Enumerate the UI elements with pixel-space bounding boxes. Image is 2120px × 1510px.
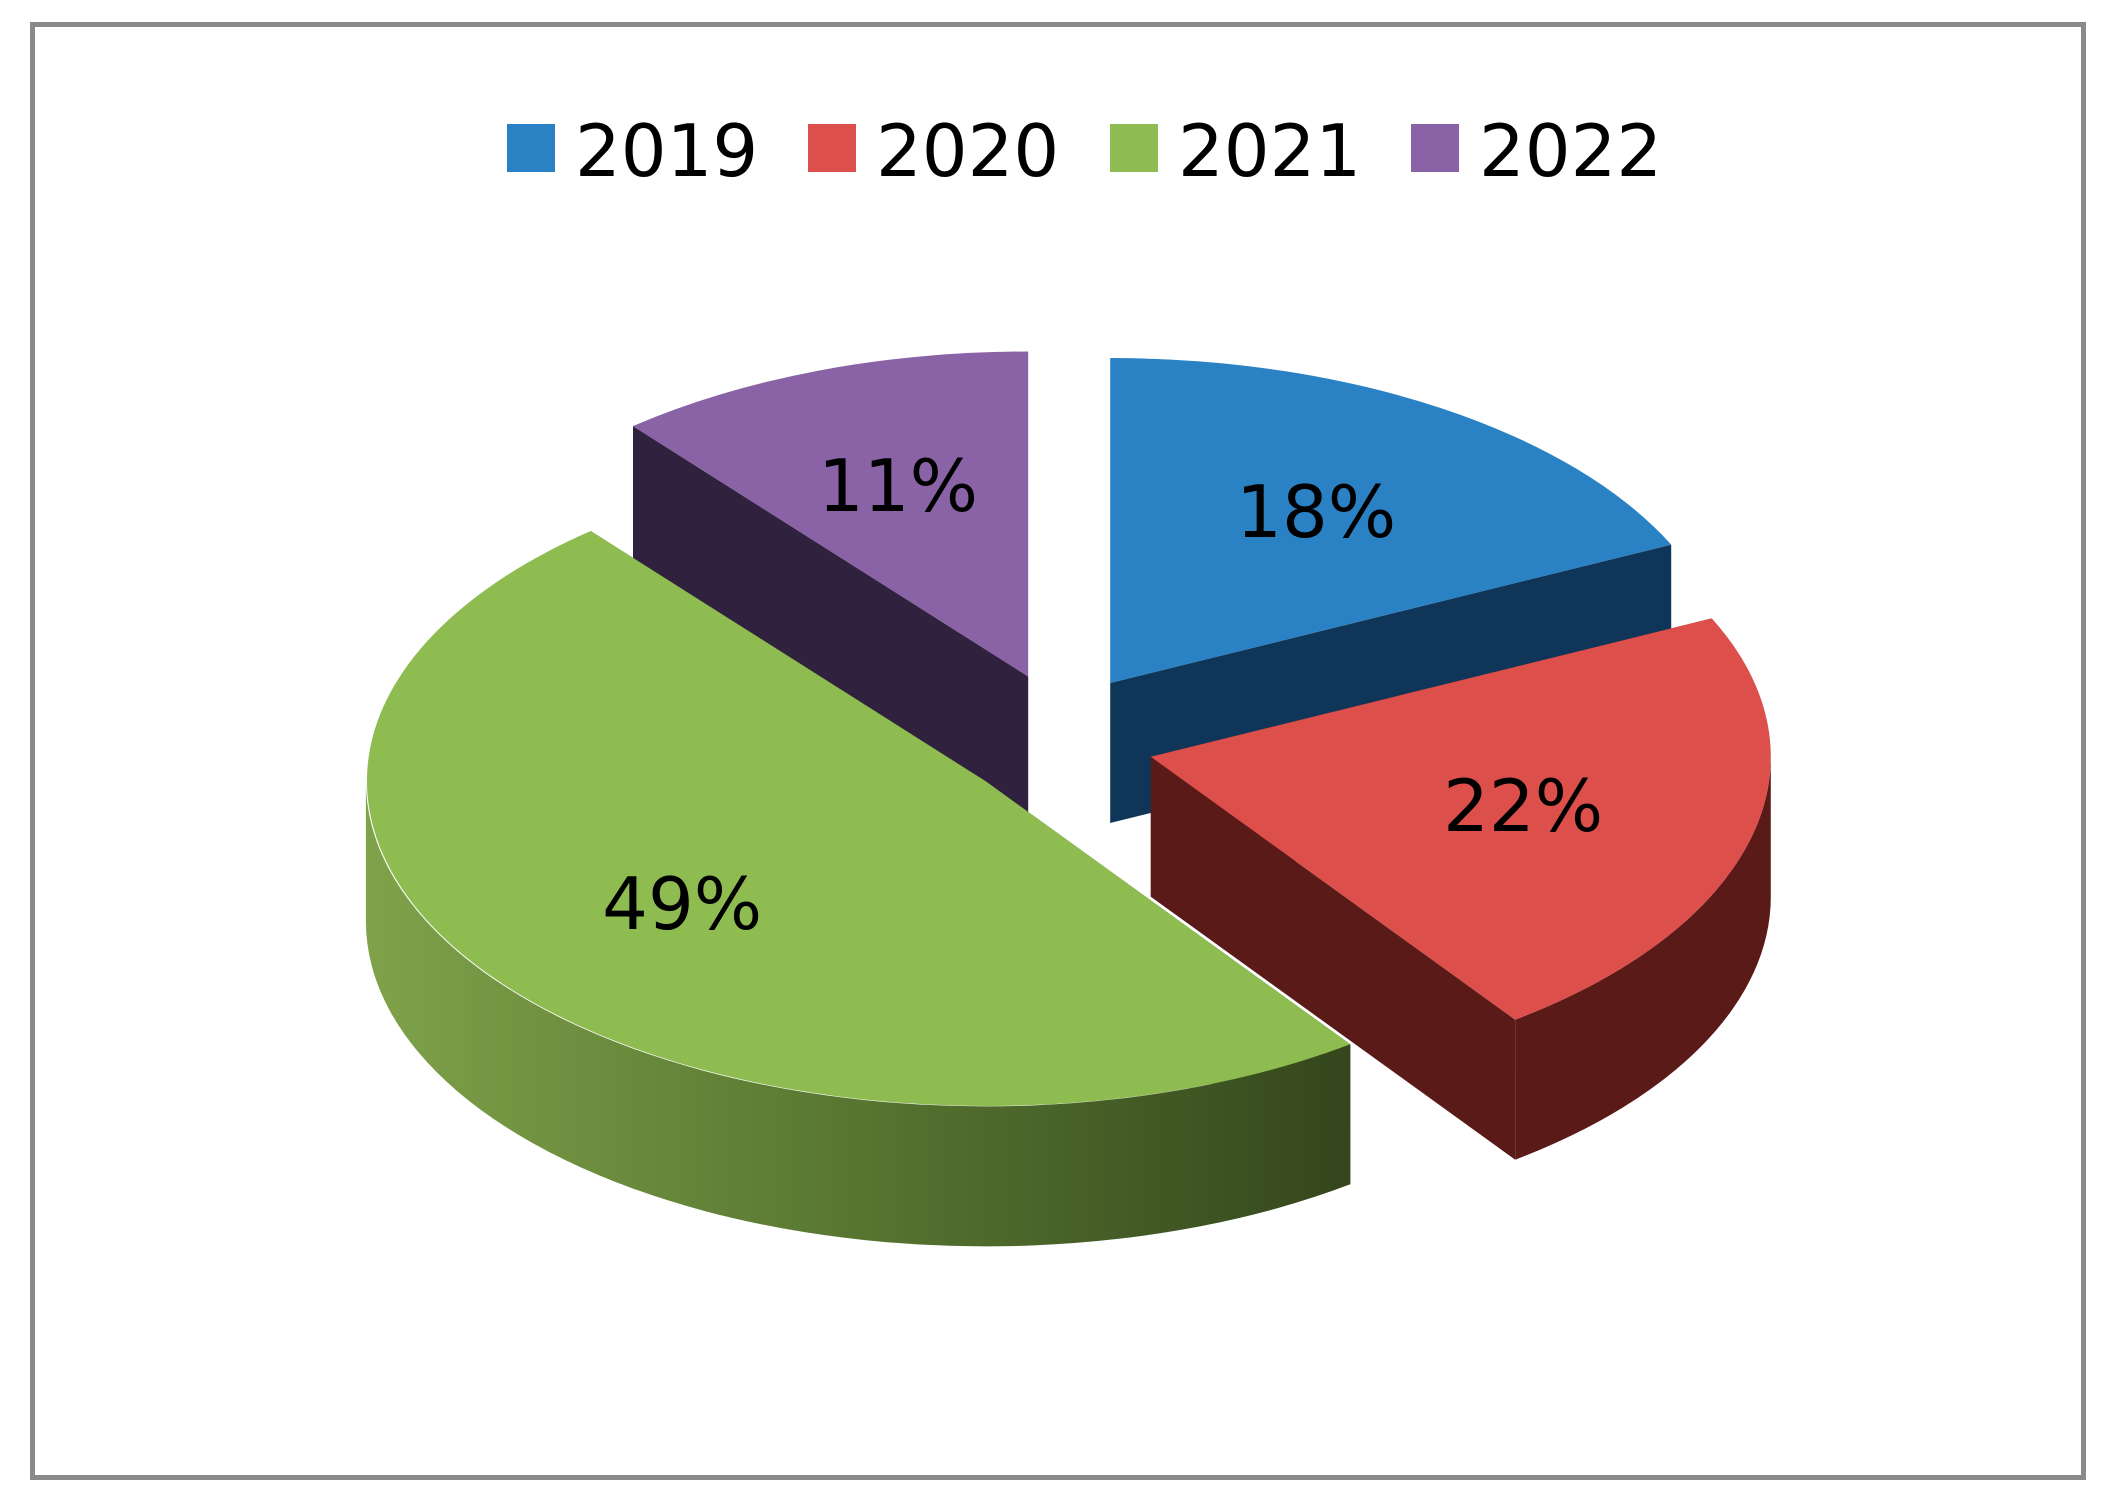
data-label-2019: 18% — [1236, 470, 1396, 554]
slice-top-2019 — [1110, 358, 1672, 683]
chart-legend: 2019 2020 2021 2022 — [507, 109, 1662, 193]
legend-swatch-2021 — [1110, 124, 1158, 172]
slice-top-2020 — [1150, 618, 1771, 1020]
slice-2020 — [1150, 618, 1771, 1160]
slice-wall-2022-start — [633, 426, 1029, 817]
legend-swatch-2022 — [1411, 124, 1459, 172]
data-label-2020: 22% — [1443, 764, 1603, 848]
legend-label-2021: 2021 — [1178, 109, 1361, 193]
data-labels: 11% 18% 22% 49% — [602, 444, 1603, 946]
legend-swatch-2019 — [507, 124, 555, 172]
slice-wall-2020-end — [1150, 756, 1516, 1160]
legend-swatch-2020 — [808, 124, 856, 172]
slice-top-2022 — [633, 351, 1029, 677]
legend-label-2019: 2019 — [575, 109, 758, 193]
legend-label-2020: 2020 — [876, 109, 1059, 193]
slice-side-2020 — [1515, 756, 1771, 1160]
legend-label-2022: 2022 — [1479, 109, 1662, 193]
pie-slices — [365, 351, 1771, 1247]
data-label-2022: 11% — [818, 444, 978, 528]
slice-2022 — [633, 351, 1029, 817]
data-label-2021: 49% — [602, 862, 762, 946]
slice-side-2021 — [365, 781, 1351, 1247]
slice-top-2021 — [366, 531, 1351, 1106]
slice-2021 — [365, 531, 1351, 1247]
